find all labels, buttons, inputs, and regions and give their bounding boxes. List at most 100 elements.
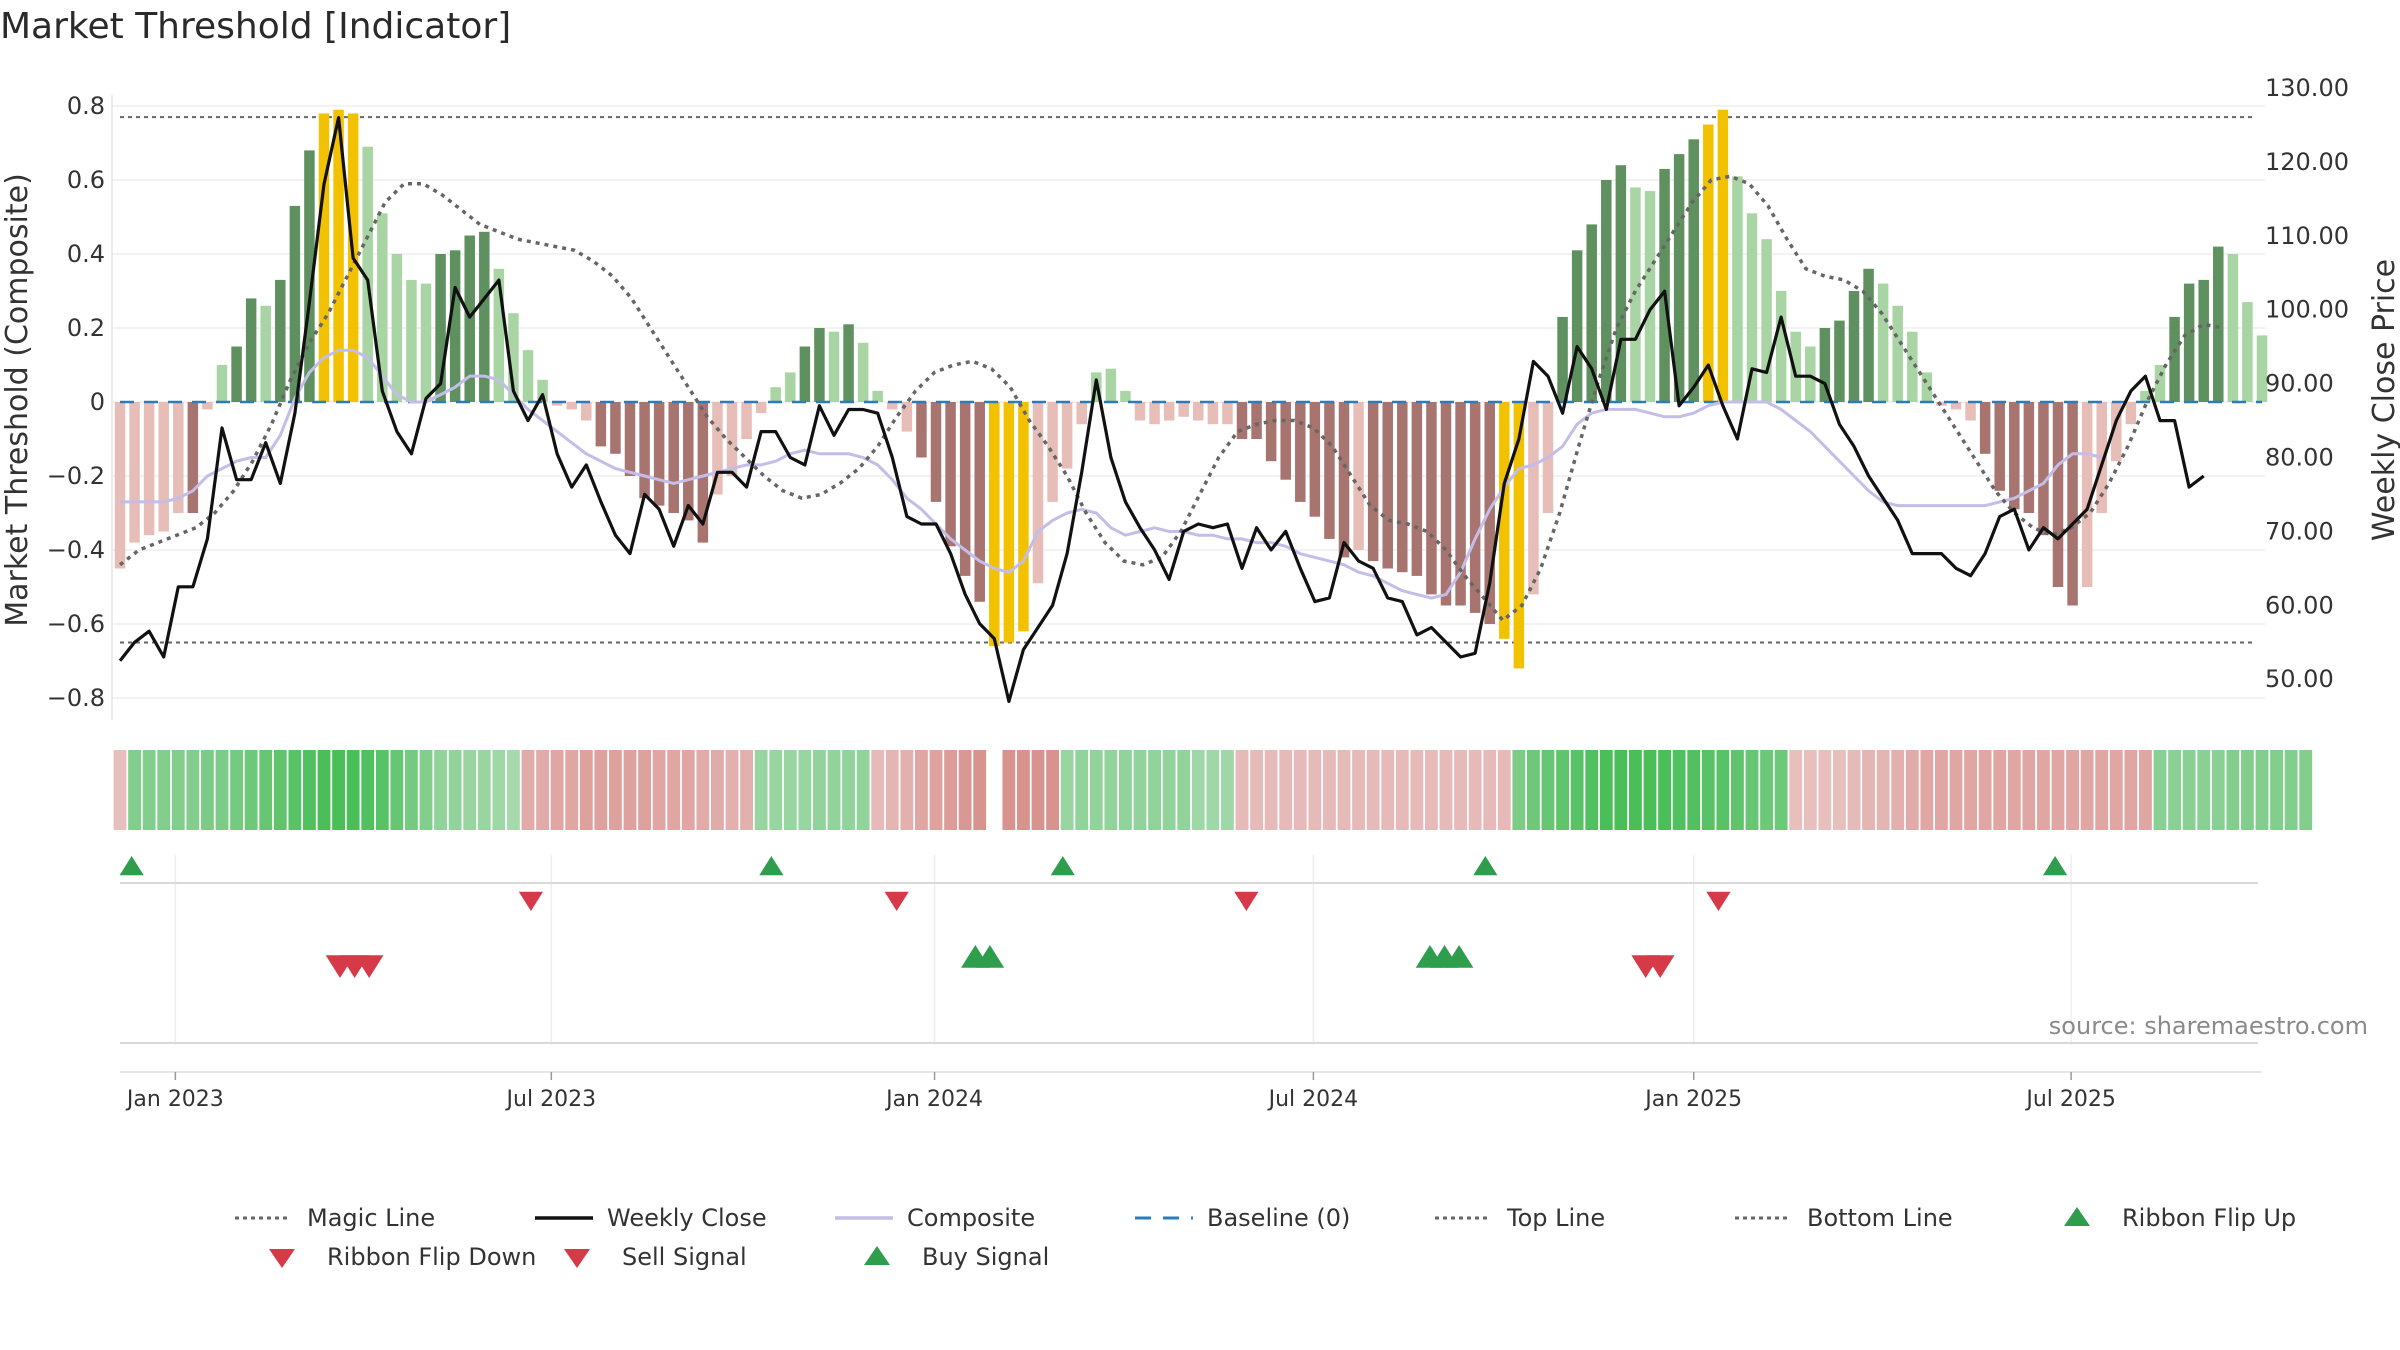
composite-bar <box>508 313 519 402</box>
ribbon-cell <box>1395 750 1409 830</box>
composite-bar <box>726 402 738 476</box>
ribbon-cell <box>2109 750 2123 830</box>
ribbon-cell <box>2226 750 2240 830</box>
ribbon-cell <box>944 750 957 830</box>
composite-bar <box>522 350 534 402</box>
ribbon-cell <box>1672 750 1686 830</box>
composite-bar <box>1659 168 1670 402</box>
composite-bar <box>1571 250 1583 402</box>
ribbon-cell <box>711 750 724 830</box>
composite-bar <box>770 387 781 402</box>
source-label: source: sharemaestro.com <box>2049 1012 2368 1040</box>
composite-bars <box>114 109 2268 669</box>
ribbon-cell <box>492 750 506 830</box>
composite-bar <box>1455 402 1466 606</box>
left-tick-label: −0.6 <box>47 610 105 638</box>
ribbon-cell <box>1774 750 1788 830</box>
composite-bar <box>1688 139 1699 403</box>
ribbon-cell <box>128 750 141 830</box>
left-axis-label: Market Threshold (Composite) <box>0 173 35 627</box>
ribbon-cell <box>623 750 637 830</box>
signal-rows <box>119 855 2258 1045</box>
ribbon-flip-down-marker <box>518 891 544 911</box>
left-tick-label: 0 <box>90 388 105 416</box>
composite-bar <box>304 150 315 402</box>
composite-bar <box>1382 402 1393 569</box>
ribbon-cell <box>346 750 360 830</box>
ribbon-cell <box>638 750 651 830</box>
ribbon-cell <box>1337 750 1351 830</box>
composite-bar <box>464 235 475 402</box>
ribbon-cell <box>1483 750 1497 830</box>
ribbon-cell <box>1599 750 1613 830</box>
ribbon-flip-down-marker <box>1234 891 1259 911</box>
composite-bar <box>1047 402 1058 502</box>
ribbon-cell <box>740 750 753 830</box>
composite-bar <box>1018 402 1029 632</box>
composite-bar <box>1863 268 1874 402</box>
ribbon-cell <box>1075 750 1089 830</box>
ribbon-cell <box>1279 750 1293 830</box>
composite-bar <box>1979 402 1991 454</box>
composite-bar <box>1338 402 1350 558</box>
composite-bar <box>1513 402 1525 669</box>
left-tick-label: 0.4 <box>67 240 105 268</box>
legend-label: Bottom Line <box>1807 1204 1953 1232</box>
composite-bar <box>624 402 636 476</box>
ribbon-cell <box>1847 750 1861 830</box>
ribbon-cell <box>2182 750 2196 830</box>
ribbon-cell <box>477 750 491 830</box>
ribbon-cell <box>2095 750 2109 830</box>
composite-bar <box>420 283 432 402</box>
composite-bar <box>683 402 694 521</box>
ribbon-cell <box>1745 750 1759 830</box>
ribbon-cell <box>2270 750 2283 830</box>
composite-bar <box>2227 254 2239 402</box>
ribbon-cell <box>1658 750 1671 830</box>
ribbon-cell <box>317 750 331 830</box>
composite-bar <box>1367 402 1379 562</box>
ribbon-cell <box>1293 750 1307 830</box>
composite-bar <box>989 402 1000 647</box>
ribbon-cell <box>1221 750 1234 830</box>
ribbon-cell <box>1541 750 1555 830</box>
composite-bar <box>1761 239 1772 402</box>
ribbon-cell <box>1833 750 1846 830</box>
ribbon-cell <box>1031 750 1045 830</box>
composite-bar <box>566 402 577 410</box>
composite-bar <box>275 279 286 402</box>
composite-bar <box>1703 124 1714 402</box>
ribbon-cell <box>609 750 622 830</box>
composite-bar <box>289 205 301 402</box>
ribbon-cell <box>1119 750 1132 830</box>
composite-bar <box>1280 402 1291 480</box>
left-tick-label: −0.2 <box>47 462 105 490</box>
ribbon-cell <box>1468 750 1482 830</box>
composite-bar <box>1353 402 1364 550</box>
ribbon-cell <box>536 750 549 830</box>
ribbon-flip-up-marker <box>1050 856 1075 876</box>
composite-bar <box>435 254 446 402</box>
composite-bar <box>1397 402 1408 573</box>
composite-bar <box>1601 180 1612 402</box>
ribbon-flip-down-marker <box>884 891 909 911</box>
ribbon-cell <box>915 750 928 830</box>
ribbon-cell <box>579 750 593 830</box>
composite-bar <box>1732 176 1743 402</box>
ribbon-cell <box>2299 750 2313 830</box>
composite-bar <box>857 342 869 402</box>
composite-bar <box>1324 402 1335 539</box>
ribbon-flip-up-marker <box>1473 856 1498 876</box>
magic-line <box>118 174 2224 623</box>
composite-bar <box>1994 402 2005 491</box>
ribbon-flip-down-marker <box>1706 891 1731 911</box>
composite-bar <box>406 279 417 402</box>
ribbon-cell <box>2066 750 2079 830</box>
ribbon-cell <box>1818 750 1832 830</box>
composite-bar <box>173 402 184 513</box>
ribbon-cell <box>1731 750 1744 830</box>
composite-bar <box>1207 402 1219 425</box>
ribbon-cell <box>1425 750 1438 830</box>
composite-bar <box>945 402 956 547</box>
ribbon-cell <box>186 750 200 830</box>
